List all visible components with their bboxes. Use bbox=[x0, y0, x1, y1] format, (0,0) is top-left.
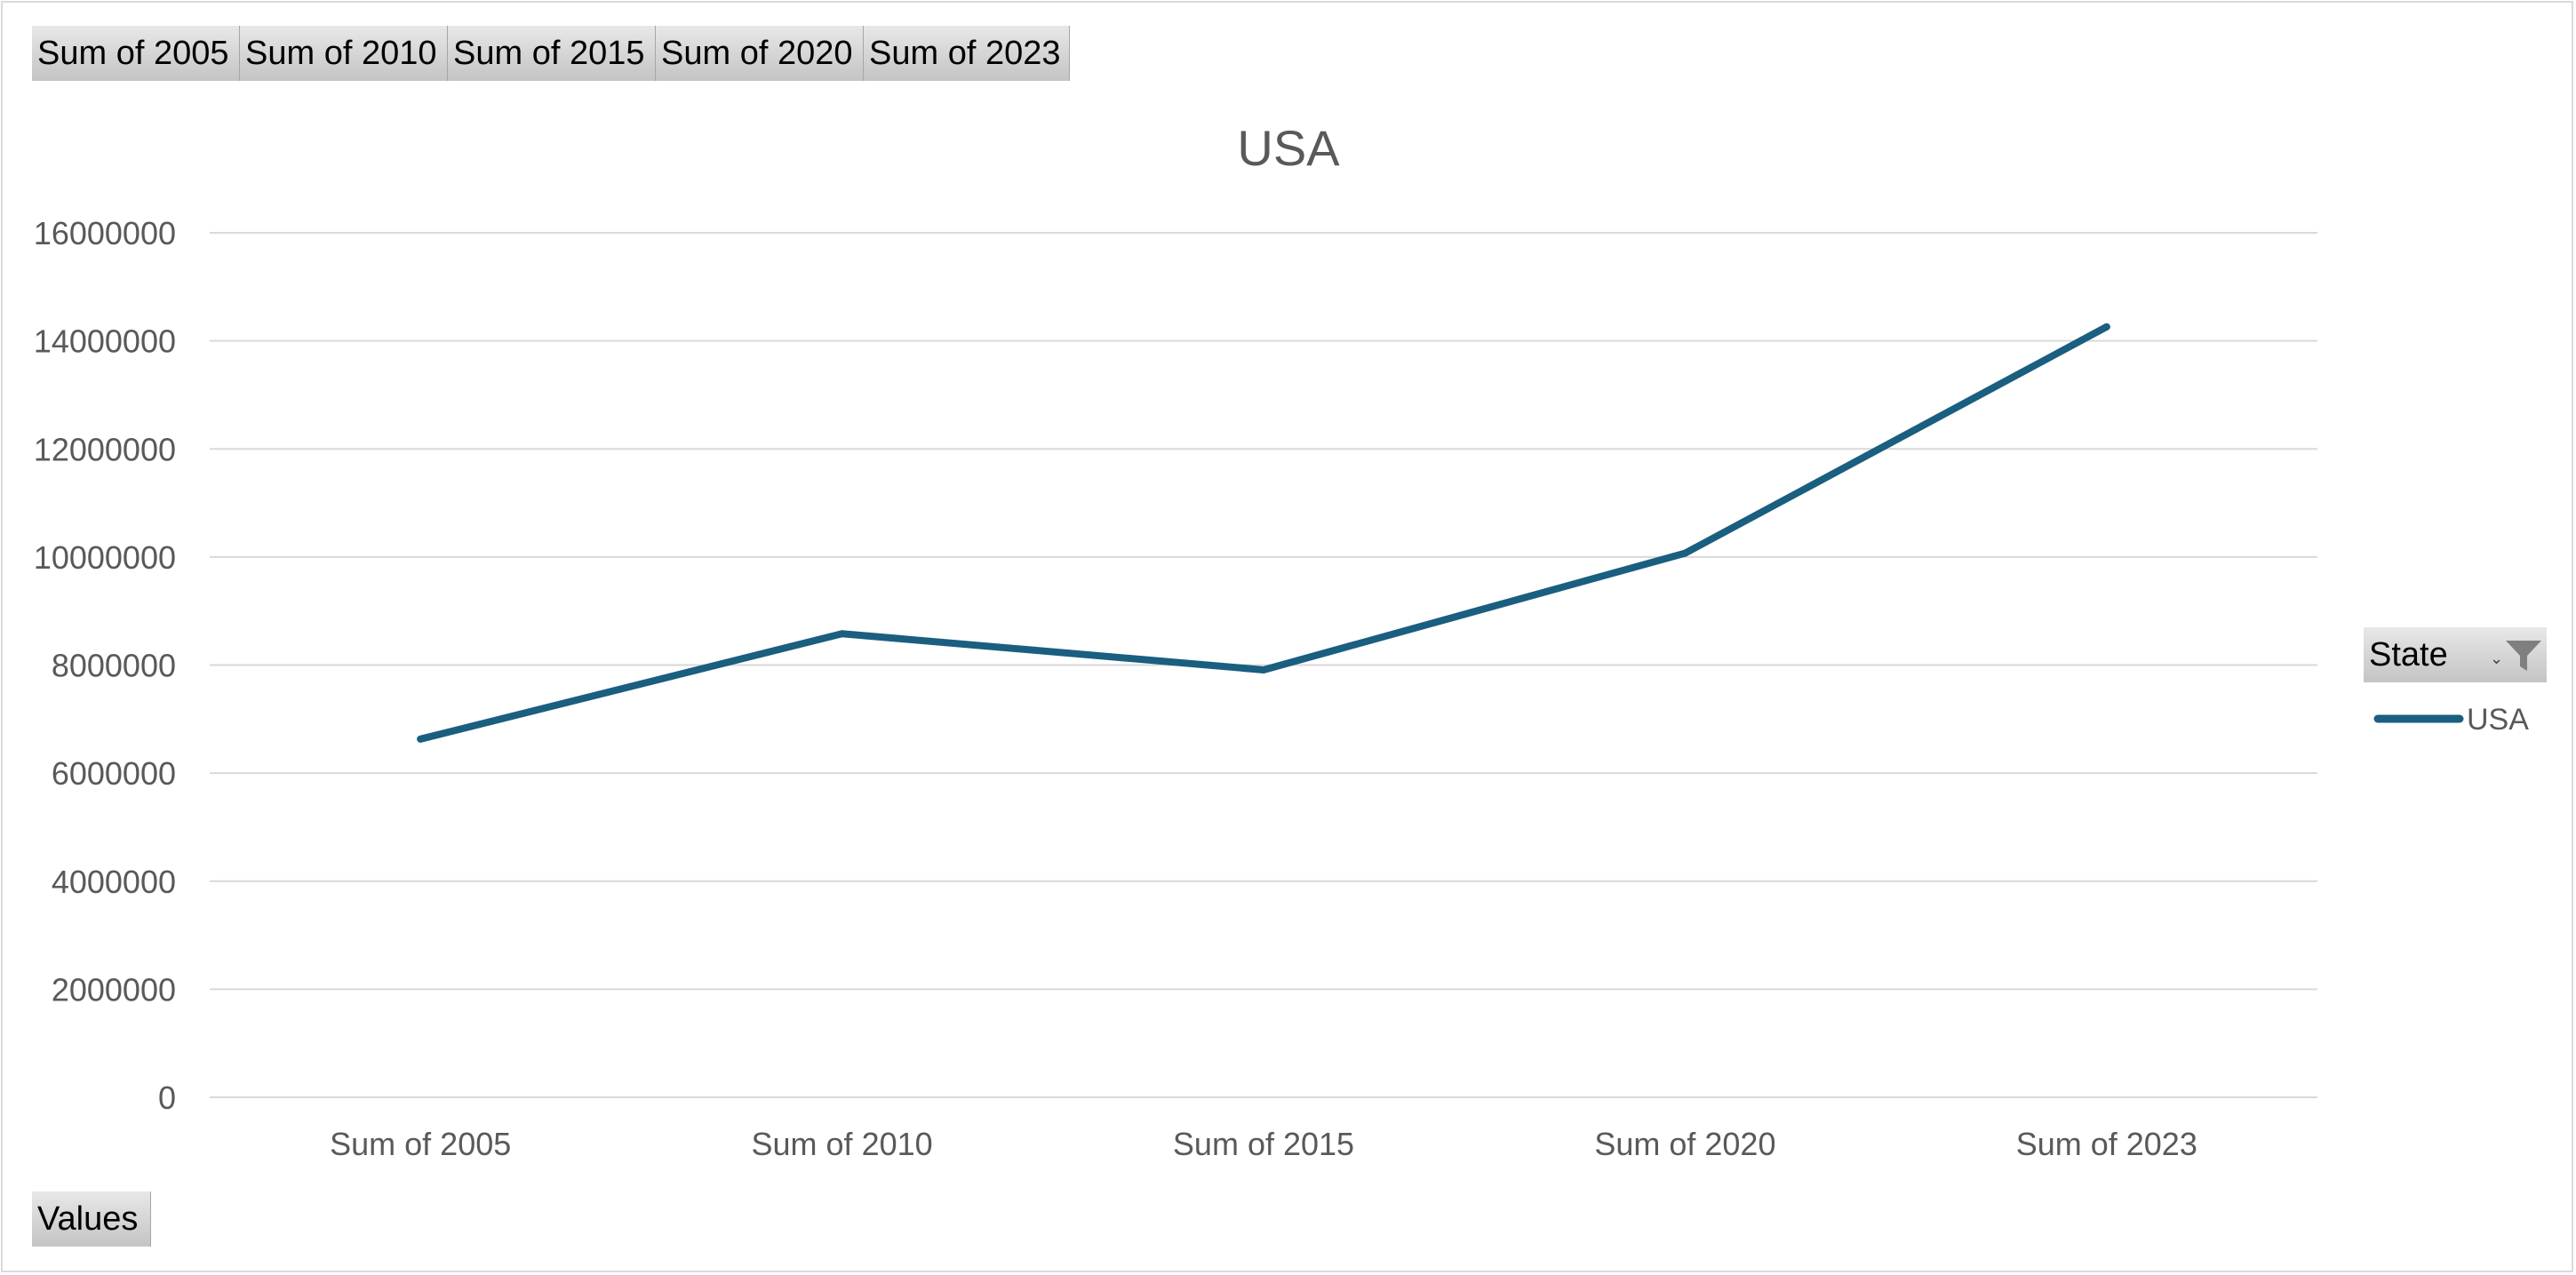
series-group bbox=[417, 323, 2110, 743]
y-axis: 0 2000000 4000000 6000000 8000000 10000000 120… bbox=[34, 215, 176, 1116]
data-point[interactable] bbox=[417, 735, 425, 743]
pivot-field-button-2015[interactable]: Sum of 2015 bbox=[448, 26, 656, 81]
values-field-button[interactable]: Values bbox=[32, 1191, 151, 1247]
y-tick-label: 6000000 bbox=[52, 755, 176, 792]
dropdown-icon[interactable]: ⌄ bbox=[2490, 649, 2504, 667]
y-tick-label: 4000000 bbox=[52, 864, 176, 900]
x-tick-label: Sum of 2010 bbox=[752, 1126, 933, 1162]
data-point[interactable] bbox=[1681, 549, 1689, 557]
pivot-field-button-2023[interactable]: Sum of 2023 bbox=[864, 26, 1070, 81]
series-line-usa[interactable] bbox=[417, 323, 2110, 743]
state-field-label: State bbox=[2369, 636, 2448, 673]
state-field-button[interactable]: State ⌄ bbox=[2364, 627, 2547, 682]
data-point[interactable] bbox=[838, 630, 846, 638]
chart-title: USA bbox=[1237, 120, 1340, 176]
y-tick-label: 8000000 bbox=[52, 648, 176, 684]
y-tick-label: 12000000 bbox=[34, 431, 176, 467]
x-tick-label: Sum of 2015 bbox=[1173, 1126, 1354, 1162]
x-tick-label: Sum of 2005 bbox=[330, 1126, 511, 1162]
legend[interactable]: USA bbox=[2373, 703, 2529, 737]
pivot-field-button-2005[interactable]: Sum of 2005 bbox=[32, 26, 240, 81]
data-point[interactable] bbox=[2102, 323, 2110, 331]
data-point[interactable] bbox=[1260, 665, 1267, 673]
x-tick-label: Sum of 2023 bbox=[2016, 1126, 2197, 1162]
x-axis: Sum of 2005 Sum of 2010 Sum of 2015 Sum of … bbox=[330, 1126, 2197, 1162]
filter-icon[interactable] bbox=[2504, 638, 2543, 673]
gridlines bbox=[210, 232, 2317, 1098]
pivot-field-button-2020[interactable]: Sum of 2020 bbox=[656, 26, 864, 81]
pivot-field-button-2010[interactable]: Sum of 2010 bbox=[240, 26, 448, 81]
y-tick-label: 0 bbox=[158, 1080, 176, 1116]
y-tick-label: 14000000 bbox=[34, 323, 176, 360]
y-tick-label: 16000000 bbox=[34, 215, 176, 251]
y-tick-label: 2000000 bbox=[52, 971, 176, 1008]
y-tick-label: 10000000 bbox=[34, 539, 176, 576]
legend-label-usa: USA bbox=[2467, 703, 2529, 737]
x-tick-label: Sum of 2020 bbox=[1594, 1126, 1775, 1162]
